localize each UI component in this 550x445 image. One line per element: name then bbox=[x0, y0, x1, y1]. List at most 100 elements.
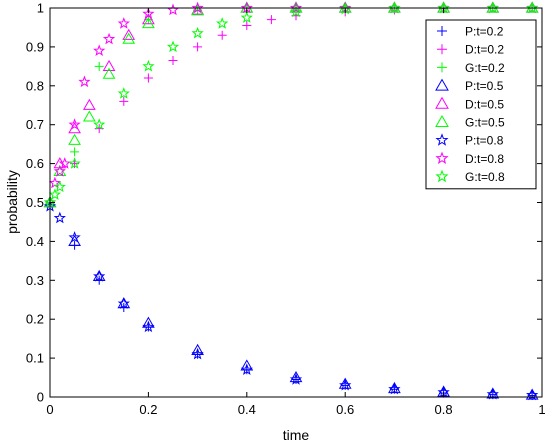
data-point bbox=[191, 26, 204, 39]
y-tick-label: 0 bbox=[37, 390, 44, 405]
data-point bbox=[53, 180, 66, 193]
axis-ticks: 0 0.2 0.4 0.6 0.8 1 0 0.1 0.2 0.3 0.4 0.5 0.6 0.7 0.8 0… bbox=[26, 1, 546, 418]
data-point bbox=[92, 269, 106, 282]
data-point bbox=[388, 1, 401, 14]
data-point bbox=[102, 67, 116, 79]
data-point bbox=[143, 73, 153, 83]
legend-label: P:t=0.2 bbox=[465, 25, 504, 39]
data-point bbox=[240, 363, 253, 375]
x-tick-label: 0 bbox=[46, 402, 53, 417]
legend-label: G:t=0.5 bbox=[465, 116, 505, 130]
data-point bbox=[193, 42, 203, 52]
data-point bbox=[58, 157, 71, 169]
data-point bbox=[122, 28, 136, 40]
data-point bbox=[82, 110, 96, 122]
data-point bbox=[388, 382, 401, 395]
legend-marker bbox=[435, 96, 449, 109]
y-tick-label: 0.3 bbox=[26, 273, 44, 288]
data-point bbox=[525, 1, 539, 13]
data-point bbox=[240, 11, 253, 23]
x-axis-label: time bbox=[283, 427, 310, 443]
x-tick-label: 1 bbox=[538, 402, 545, 417]
data-point bbox=[388, 1, 401, 13]
data-point bbox=[142, 316, 155, 328]
data-point bbox=[122, 32, 136, 44]
data-point bbox=[117, 17, 130, 29]
data-point bbox=[168, 56, 178, 66]
data-point bbox=[53, 164, 67, 177]
data-point bbox=[289, 373, 303, 385]
data-point bbox=[339, 378, 352, 391]
data-point bbox=[289, 5, 303, 18]
data-point bbox=[191, 347, 204, 360]
data-point bbox=[68, 118, 81, 130]
legend-marker bbox=[435, 114, 449, 127]
data-point bbox=[191, 1, 204, 14]
data-marks bbox=[43, 1, 539, 401]
x-tick-label: 0.8 bbox=[435, 402, 453, 417]
y-tick-label: 1 bbox=[37, 1, 44, 16]
data-point bbox=[142, 320, 155, 333]
data-point bbox=[486, 387, 499, 400]
data-point bbox=[289, 1, 303, 13]
data-point bbox=[82, 98, 96, 110]
legend-marker bbox=[435, 169, 449, 183]
legend-label: P:t=0.5 bbox=[465, 79, 504, 93]
legend-label: G:t=0.8 bbox=[465, 170, 505, 184]
data-point bbox=[166, 40, 180, 53]
data-point bbox=[119, 96, 129, 106]
data-point bbox=[217, 30, 227, 40]
y-tick-label: 0.5 bbox=[26, 195, 44, 210]
data-point bbox=[266, 15, 276, 25]
y-tick-label: 0.2 bbox=[26, 312, 44, 327]
legend-marker bbox=[437, 26, 447, 36]
legend-label: D:t=0.8 bbox=[465, 152, 504, 166]
series-P:t=0.8 bbox=[43, 199, 539, 401]
data-point bbox=[93, 269, 106, 282]
data-point bbox=[486, 1, 500, 13]
legend-label: D:t=0.5 bbox=[465, 97, 504, 111]
data-point bbox=[242, 21, 252, 31]
y-tick-label: 0.4 bbox=[26, 234, 44, 249]
data-point bbox=[68, 231, 81, 243]
data-point bbox=[70, 147, 80, 157]
y-tick-label: 0.9 bbox=[26, 39, 44, 54]
legend-marker bbox=[437, 44, 447, 55]
data-point bbox=[117, 297, 131, 309]
y-tick-label: 0.8 bbox=[26, 78, 44, 93]
data-point bbox=[48, 188, 62, 200]
data-point bbox=[94, 61, 104, 71]
data-point bbox=[102, 59, 116, 71]
data-point bbox=[191, 343, 204, 355]
data-point bbox=[526, 1, 539, 14]
data-point bbox=[53, 164, 66, 177]
y-tick-label: 0.7 bbox=[26, 117, 44, 132]
y-tick-label: 0.1 bbox=[26, 351, 44, 366]
data-point bbox=[142, 59, 155, 72]
legend: P:t=0.2 D:t=0.2 G:t=0.2 P:t=0.5 D:t=0.5 G:t=0… bbox=[425, 19, 537, 190]
data-point bbox=[93, 118, 106, 130]
x-tick-label: 0.4 bbox=[238, 402, 256, 417]
data-point bbox=[53, 211, 66, 224]
legend-label: D:t=0.2 bbox=[465, 43, 504, 57]
legend-marker bbox=[435, 151, 449, 165]
x-tick-label: 0.2 bbox=[139, 402, 157, 417]
data-point bbox=[68, 133, 81, 145]
x-tick-label: 0.6 bbox=[336, 402, 354, 417]
legend-label: G:t=0.2 bbox=[465, 61, 505, 75]
data-point bbox=[240, 359, 254, 371]
data-point bbox=[78, 75, 91, 88]
data-point bbox=[117, 87, 130, 99]
data-point bbox=[525, 388, 539, 400]
legend-label: P:t=0.8 bbox=[465, 134, 504, 148]
data-point bbox=[68, 157, 81, 169]
data-point bbox=[117, 297, 130, 309]
data-point bbox=[289, 1, 303, 14]
legend-marker bbox=[435, 133, 449, 146]
data-point bbox=[486, 1, 499, 14]
data-point bbox=[486, 387, 500, 399]
data-point bbox=[142, 13, 155, 25]
data-point bbox=[142, 17, 155, 29]
y-tick-label: 0.6 bbox=[26, 156, 44, 171]
